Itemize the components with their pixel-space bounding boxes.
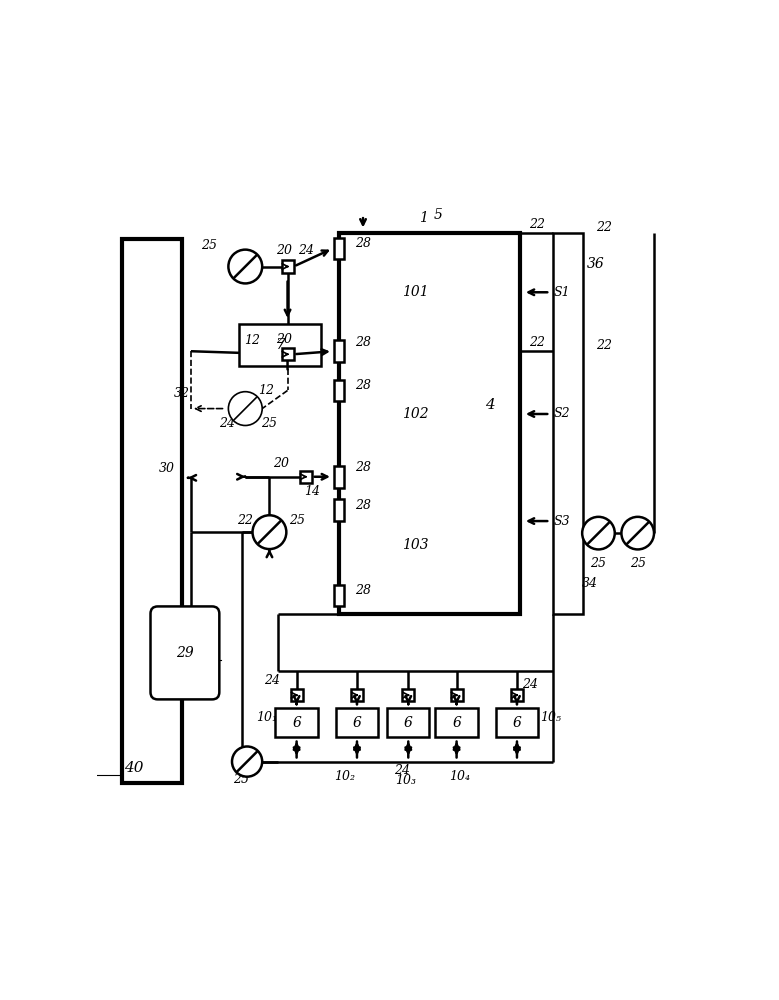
Bar xyxy=(553,233,583,614)
Text: 6: 6 xyxy=(292,716,301,730)
Text: 25: 25 xyxy=(201,239,217,252)
Text: 10₄: 10₄ xyxy=(449,770,470,783)
Text: 25: 25 xyxy=(233,773,249,786)
Text: 25: 25 xyxy=(629,557,646,570)
Bar xyxy=(339,233,520,614)
Text: 34: 34 xyxy=(581,577,597,590)
FancyBboxPatch shape xyxy=(150,606,220,699)
Text: 28: 28 xyxy=(355,584,371,597)
Bar xyxy=(334,585,344,606)
Bar xyxy=(281,260,294,273)
Bar xyxy=(334,466,344,488)
Text: 14: 14 xyxy=(304,485,319,498)
Text: 32: 32 xyxy=(174,387,190,400)
Text: 20: 20 xyxy=(277,333,293,346)
Circle shape xyxy=(232,746,263,777)
Bar xyxy=(450,689,463,701)
Text: S3: S3 xyxy=(554,515,570,528)
Circle shape xyxy=(622,517,654,549)
Text: 22: 22 xyxy=(597,339,612,352)
Text: 12: 12 xyxy=(245,334,260,347)
Bar xyxy=(387,708,429,737)
Text: 25: 25 xyxy=(288,514,305,527)
Bar xyxy=(276,708,318,737)
Text: 102: 102 xyxy=(402,407,428,421)
Bar xyxy=(291,689,302,701)
Text: 28: 28 xyxy=(355,237,371,250)
Bar xyxy=(511,689,523,701)
Text: 6: 6 xyxy=(353,716,361,730)
Text: 24: 24 xyxy=(522,678,538,691)
Bar xyxy=(239,324,321,366)
Text: 6: 6 xyxy=(404,716,413,730)
Text: 5: 5 xyxy=(434,208,443,222)
Bar xyxy=(495,708,538,737)
Text: 25: 25 xyxy=(590,557,607,570)
Text: 22: 22 xyxy=(529,218,545,231)
Text: 29: 29 xyxy=(176,646,194,660)
Text: 101: 101 xyxy=(402,285,428,299)
Circle shape xyxy=(582,517,615,549)
Text: 20: 20 xyxy=(277,244,293,257)
Text: 24: 24 xyxy=(394,764,411,777)
Text: 103: 103 xyxy=(402,538,428,552)
Text: 10₂: 10₂ xyxy=(334,770,355,783)
Text: 22: 22 xyxy=(238,514,253,527)
Text: 22: 22 xyxy=(597,221,612,234)
Text: 40: 40 xyxy=(124,761,143,775)
Text: 10₃: 10₃ xyxy=(395,774,416,787)
Text: 22: 22 xyxy=(529,336,545,349)
Circle shape xyxy=(228,392,263,425)
Bar xyxy=(300,471,312,483)
Text: S1: S1 xyxy=(554,286,570,299)
Bar xyxy=(334,238,344,259)
Bar xyxy=(435,708,478,737)
Text: S2: S2 xyxy=(554,407,570,420)
Circle shape xyxy=(252,515,287,549)
Text: 28: 28 xyxy=(355,336,371,349)
Text: 25: 25 xyxy=(262,417,277,430)
Text: 12: 12 xyxy=(259,384,274,397)
Text: 28: 28 xyxy=(355,499,371,512)
Text: 4: 4 xyxy=(485,398,495,412)
Text: 6: 6 xyxy=(452,716,461,730)
Text: 10₁: 10₁ xyxy=(256,711,277,724)
Circle shape xyxy=(228,250,263,283)
Text: 20: 20 xyxy=(273,457,290,470)
Text: 10₅: 10₅ xyxy=(540,711,561,724)
Bar xyxy=(334,380,344,401)
Text: 24: 24 xyxy=(298,244,314,257)
Bar xyxy=(402,689,414,701)
Text: 6: 6 xyxy=(513,716,521,730)
Bar xyxy=(334,340,344,362)
Bar xyxy=(122,239,182,783)
Text: 24: 24 xyxy=(264,674,280,687)
Text: 1: 1 xyxy=(419,211,428,225)
Text: 28: 28 xyxy=(355,461,371,474)
Text: 24: 24 xyxy=(219,417,235,430)
Text: 7: 7 xyxy=(275,338,285,352)
Text: 28: 28 xyxy=(355,379,371,392)
Bar xyxy=(281,348,294,360)
Bar xyxy=(334,499,344,521)
Bar xyxy=(351,689,363,701)
Bar xyxy=(336,708,378,737)
Text: 36: 36 xyxy=(587,257,605,271)
Text: 30: 30 xyxy=(159,462,174,475)
